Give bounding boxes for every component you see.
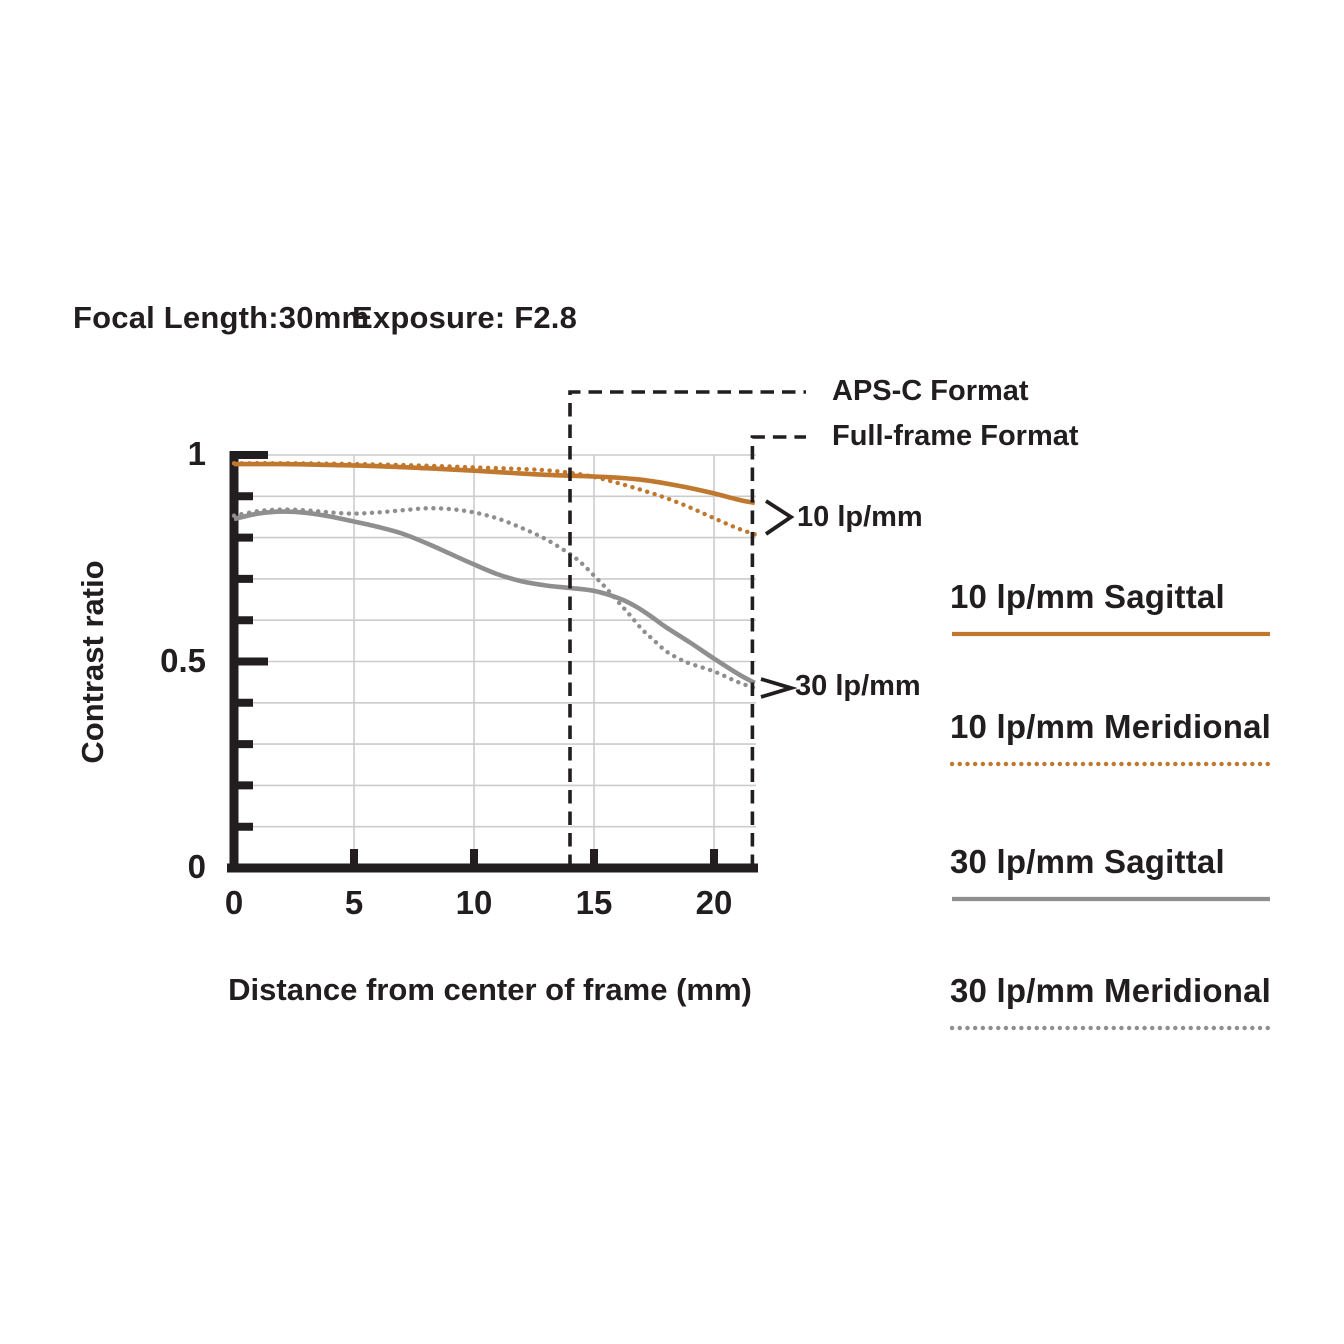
x-tick-label-20: 20 [695, 884, 733, 921]
legend-item-10lpmm-meridional: 10 lp/mm Meridional [949, 708, 1273, 767]
x-axis-title: Distance from center of frame (mm) [228, 972, 752, 1007]
full-frame-format-annotation: Full-frame Format [832, 420, 1079, 452]
focal-length-label: Focal Length:30mm [73, 300, 370, 335]
legend-line-dotted-gray [949, 1020, 1273, 1031]
y-tick-label-0.5: 0.5 [160, 641, 206, 679]
legend-line-solid-gray [950, 891, 1272, 902]
legend-label: 10 lp/mm Meridional [950, 708, 1272, 745]
legend-label: 30 lp/mm Meridional [950, 972, 1272, 1009]
legend-item-10lpmm-sagittal: 10 lp/mm Sagittal [950, 578, 1272, 637]
legend-label: 10 lp/mm Sagittal [950, 578, 1225, 615]
group-label-10lpmm: 10 lp/mm [797, 501, 923, 533]
legend-item-30lpmm-meridional: 30 lp/mm Meridional [949, 972, 1273, 1031]
x-tick-label-5: 5 [344, 884, 364, 921]
x-tick-label-15: 15 [575, 884, 613, 921]
legend-label: 30 lp/mm Sagittal [950, 843, 1225, 880]
x-tick-label-10: 10 [455, 884, 493, 921]
x-tick-label-0: 0 [224, 884, 244, 921]
aps-c-format-annotation: APS-C Format [832, 375, 1029, 407]
y-tick-label-1: 1 [187, 435, 206, 472]
legend-item-30lpmm-sagittal: 30 lp/mm Sagittal [950, 843, 1272, 902]
group-label-30lpmm: 30 lp/mm [795, 670, 921, 702]
exposure-label: Exposure: F2.8 [352, 300, 578, 335]
legend-line-solid-orange [950, 626, 1272, 637]
legend-line-dotted-orange [949, 756, 1273, 767]
y-tick-label-0: 0 [187, 848, 206, 885]
